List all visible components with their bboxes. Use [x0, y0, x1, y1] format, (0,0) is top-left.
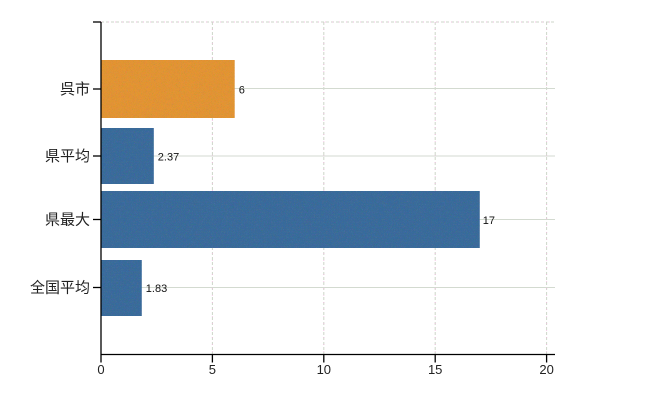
- svg-text:呉市: 呉市: [60, 81, 90, 98]
- svg-text:2.37: 2.37: [158, 152, 179, 164]
- svg-text:5: 5: [209, 362, 216, 377]
- svg-text:20: 20: [539, 362, 553, 377]
- svg-text:県平均: 県平均: [45, 148, 90, 165]
- svg-text:0: 0: [97, 362, 104, 377]
- svg-text:15: 15: [428, 362, 442, 377]
- svg-text:17: 17: [483, 215, 495, 227]
- svg-text:10: 10: [317, 362, 331, 377]
- svg-text:県最大: 県最大: [45, 212, 90, 229]
- svg-text:6: 6: [239, 85, 245, 97]
- svg-text:1.83: 1.83: [146, 283, 167, 295]
- svg-text:全国平均: 全国平均: [30, 279, 90, 297]
